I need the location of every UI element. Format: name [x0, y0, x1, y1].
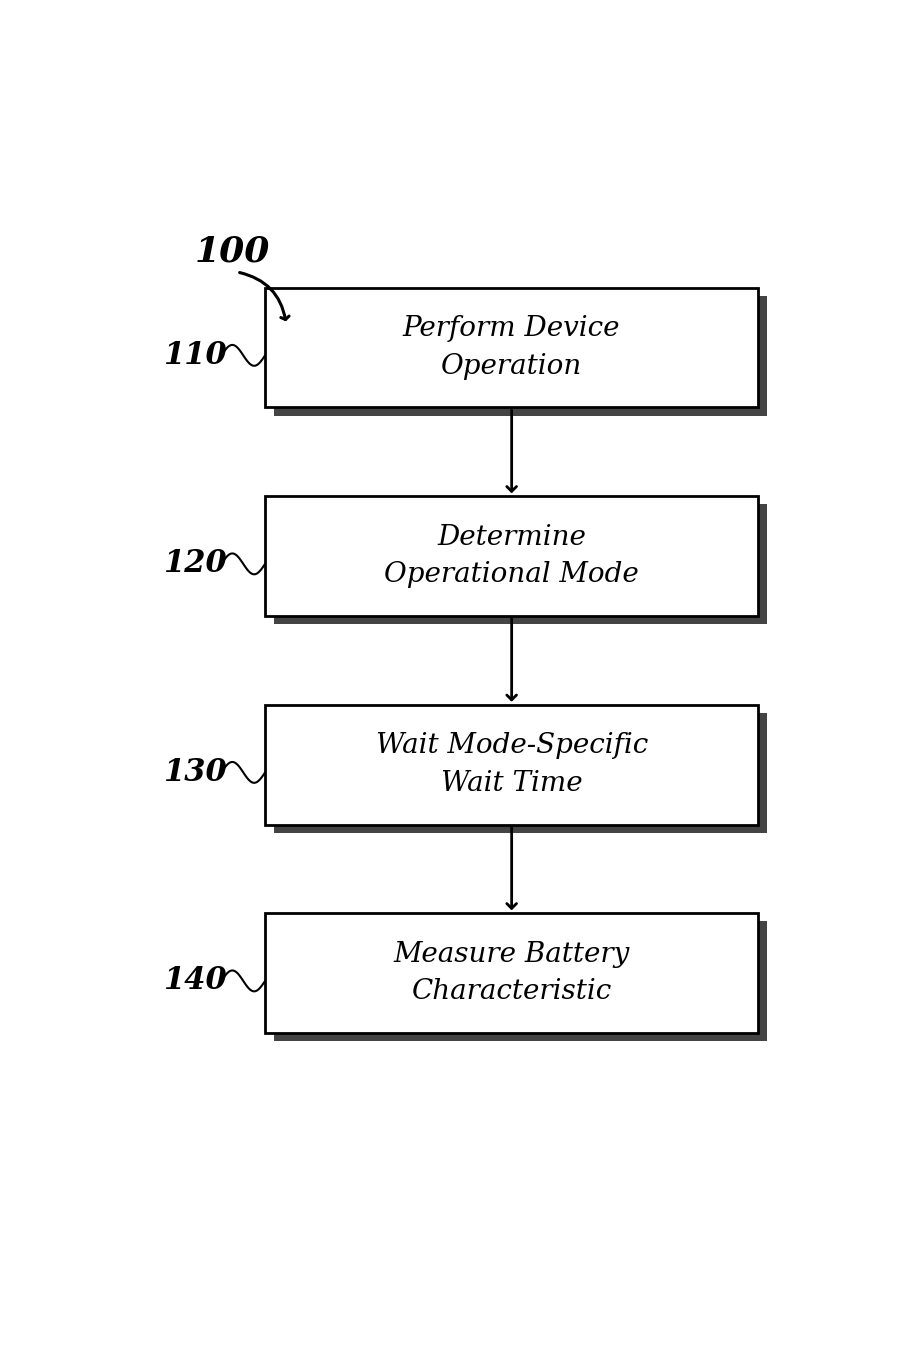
Bar	[265, 913, 758, 1033]
Text: Perform Device
Operation: Perform Device Operation	[403, 315, 621, 379]
Bar	[274, 505, 766, 624]
Text: Measure Battery
Characteristic: Measure Battery Characteristic	[394, 941, 630, 1005]
Bar	[274, 922, 766, 1041]
Text: 130: 130	[163, 757, 226, 788]
Text: 110: 110	[163, 340, 226, 371]
Text: 120: 120	[163, 548, 226, 580]
Bar	[265, 496, 758, 616]
Bar	[265, 704, 758, 825]
Bar	[274, 714, 766, 833]
Text: 140: 140	[163, 965, 226, 997]
Bar	[274, 297, 766, 416]
Text: Wait Mode-Specific
Wait Time: Wait Mode-Specific Wait Time	[375, 733, 648, 796]
Text: Determine
Operational Mode: Determine Operational Mode	[385, 524, 639, 588]
Bar	[265, 287, 758, 408]
Text: 100: 100	[195, 234, 270, 268]
